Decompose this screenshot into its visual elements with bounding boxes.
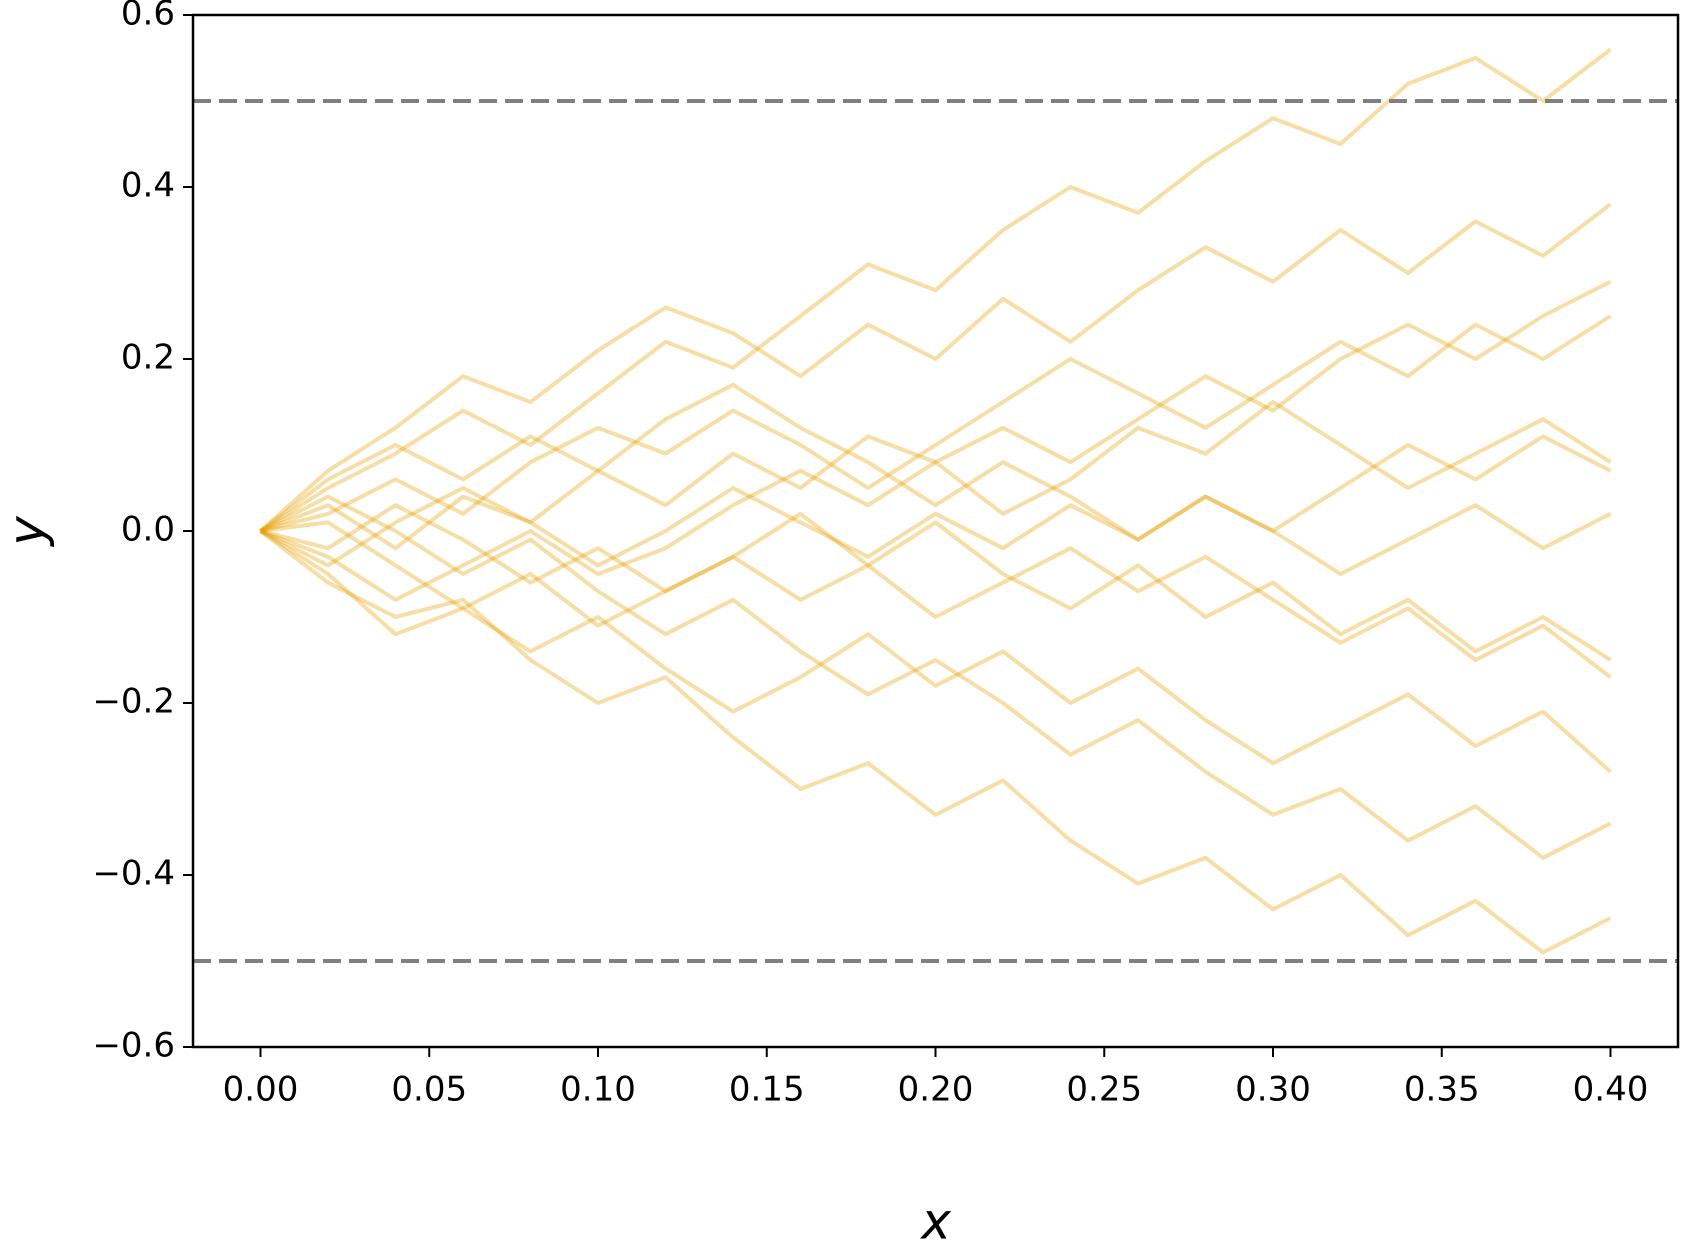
y-tick-label: 0.2 xyxy=(121,338,175,378)
x-tick-label: 0.20 xyxy=(898,1070,974,1110)
walk-line xyxy=(259,494,1612,860)
walk-line xyxy=(259,382,1612,542)
walk-line xyxy=(259,400,1612,551)
walk-line xyxy=(259,47,1612,533)
y-tick-label: −0.4 xyxy=(92,854,175,894)
walk-line xyxy=(259,529,1612,955)
walk-line xyxy=(260,520,1612,679)
walk-line xyxy=(259,202,1612,533)
walk-line xyxy=(260,503,1612,662)
walk-line xyxy=(260,314,1612,533)
plot-area xyxy=(193,47,1678,963)
x-tick-label: 0.10 xyxy=(560,1070,636,1110)
y-tick-label: 0.0 xyxy=(121,510,175,550)
x-tick-label: 0.00 xyxy=(223,1070,299,1110)
x-tick-label: 0.15 xyxy=(729,1070,805,1110)
y-tick-label: −0.6 xyxy=(92,1026,175,1066)
y-tick-label: 0.6 xyxy=(121,0,175,34)
x-tick-label: 0.25 xyxy=(1066,1070,1142,1110)
walk-line xyxy=(259,486,1612,576)
y-tick-label: −0.2 xyxy=(92,682,175,722)
y-axis-label: y xyxy=(0,515,56,548)
y-tick-label: 0.4 xyxy=(121,166,175,206)
walk-line xyxy=(259,279,1612,602)
x-tick-label: 0.05 xyxy=(391,1070,467,1110)
x-tick-label: 0.30 xyxy=(1235,1070,1311,1110)
x-tick-label: 0.40 xyxy=(1573,1070,1649,1110)
walk-line xyxy=(259,529,1612,774)
x-axis-label: x xyxy=(919,1193,951,1251)
x-tick-label: 0.35 xyxy=(1404,1070,1480,1110)
